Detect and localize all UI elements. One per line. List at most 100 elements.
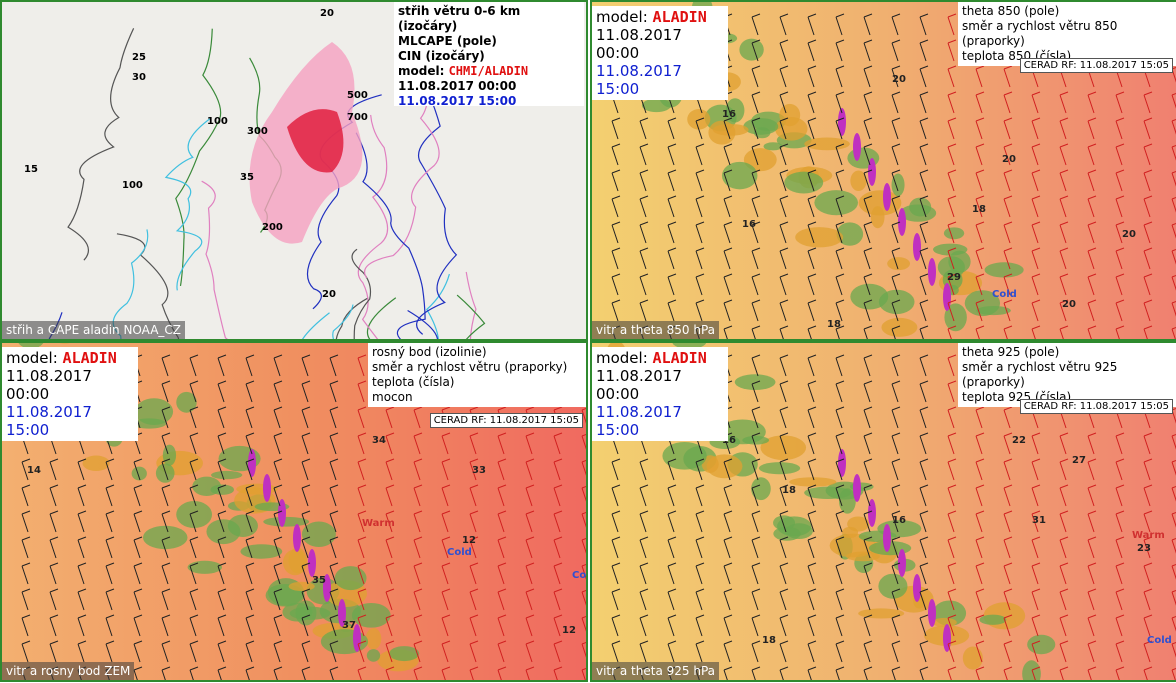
model-line: model: ALADIN bbox=[596, 8, 724, 26]
wind-barb bbox=[919, 536, 929, 559]
wind-barb bbox=[385, 510, 395, 533]
wind-barb bbox=[105, 458, 115, 481]
wind-barb bbox=[947, 299, 957, 322]
wind-barb bbox=[1087, 484, 1097, 507]
wind-barb bbox=[189, 458, 199, 481]
contour bbox=[357, 114, 389, 339]
wind-barb bbox=[835, 458, 845, 481]
wind-barb bbox=[385, 432, 395, 455]
wind-barb bbox=[863, 588, 873, 611]
wind-barb bbox=[357, 666, 367, 680]
wind-barb bbox=[217, 354, 227, 377]
wind-barb bbox=[639, 588, 649, 611]
precip bbox=[814, 190, 859, 216]
map-label: 20 bbox=[320, 8, 334, 19]
wind-barb bbox=[1031, 195, 1041, 218]
wind-barb bbox=[1143, 614, 1153, 637]
wind-barb bbox=[807, 458, 817, 481]
wind-barb bbox=[723, 484, 733, 507]
wind-barb bbox=[919, 406, 929, 429]
wind-barb bbox=[947, 169, 957, 192]
wind-barb bbox=[413, 484, 423, 507]
wind-barb bbox=[217, 432, 227, 455]
precip bbox=[187, 560, 223, 574]
map-label: 20 bbox=[322, 289, 336, 300]
map-label: 14 bbox=[27, 465, 41, 476]
panel-caption: vitr a rosny bod ZEM bbox=[2, 662, 135, 680]
wind-barb bbox=[919, 432, 929, 455]
wind-barb bbox=[835, 91, 845, 114]
wind-barb bbox=[469, 484, 479, 507]
wind-barb bbox=[975, 325, 985, 339]
run-time: 11.08.2017 00:00 bbox=[6, 367, 92, 403]
wind-barb bbox=[835, 13, 845, 36]
wind-barb bbox=[413, 406, 423, 429]
wind-barb bbox=[217, 666, 227, 680]
wind-barb bbox=[1003, 614, 1013, 637]
wind-barb bbox=[1087, 221, 1097, 244]
wind-barb bbox=[245, 458, 255, 481]
map-label: 35 bbox=[312, 575, 326, 586]
wind-barb bbox=[919, 91, 929, 114]
precip bbox=[351, 602, 391, 628]
precip bbox=[301, 521, 336, 548]
wind-barb bbox=[1031, 458, 1041, 481]
wind-barb bbox=[1059, 458, 1069, 481]
wind-barb bbox=[49, 588, 59, 611]
wind-barb bbox=[21, 562, 31, 585]
wind-barb bbox=[779, 484, 789, 507]
wind-barb bbox=[1087, 143, 1097, 166]
wind-barb bbox=[581, 537, 586, 554]
wind-barb bbox=[49, 484, 59, 507]
wind-barb bbox=[301, 588, 311, 611]
wind-barb bbox=[835, 406, 845, 429]
wind-barb bbox=[189, 588, 199, 611]
wind-barb bbox=[1115, 614, 1125, 637]
wind-barb bbox=[273, 432, 283, 455]
wind-barb bbox=[301, 484, 311, 507]
precip bbox=[334, 566, 367, 591]
wind-barb bbox=[835, 221, 845, 244]
model-label: model: bbox=[596, 349, 648, 367]
wind-barb bbox=[863, 614, 873, 637]
wind-barb bbox=[413, 640, 423, 663]
panel-caption: vitr a theta 850 hPa bbox=[592, 321, 719, 339]
wind-barb bbox=[133, 614, 143, 637]
wind-barb bbox=[21, 484, 31, 507]
wind-barb bbox=[1087, 640, 1097, 663]
wind-barb bbox=[385, 588, 395, 611]
wind-barb bbox=[863, 65, 873, 88]
wind-barb bbox=[667, 143, 677, 166]
wind-barb bbox=[1003, 666, 1013, 680]
wind-barb bbox=[779, 65, 789, 88]
wind-barb bbox=[919, 299, 929, 322]
wind-barb bbox=[77, 458, 87, 481]
heavy-precip bbox=[323, 574, 331, 602]
wind-barb bbox=[1031, 273, 1041, 296]
wind-barb bbox=[133, 666, 143, 680]
map-label: 16 bbox=[892, 515, 906, 526]
wind-barb bbox=[301, 666, 311, 680]
wind-barb bbox=[329, 640, 339, 663]
wind-barb bbox=[667, 484, 677, 507]
wind-barb bbox=[245, 536, 255, 559]
wind-barb bbox=[413, 458, 423, 481]
wind-barb bbox=[1031, 325, 1041, 339]
panel-caption: střih a CAPE aladin NOAA_CZ bbox=[2, 321, 186, 339]
wind-barb bbox=[751, 143, 761, 166]
wind-barb bbox=[891, 221, 901, 244]
wind-barb bbox=[21, 588, 31, 611]
legend-box: theta 925 (pole) směr a rychlost větru 92… bbox=[958, 343, 1176, 407]
wind-barb bbox=[807, 91, 817, 114]
wind-barb bbox=[891, 562, 901, 585]
precip bbox=[870, 206, 885, 229]
wind-barb bbox=[1143, 299, 1153, 322]
wind-barb bbox=[751, 65, 761, 88]
wind-barb bbox=[1031, 666, 1041, 680]
wind-barb bbox=[751, 458, 761, 481]
map-label: 29 bbox=[947, 272, 961, 283]
wind-barb bbox=[723, 221, 733, 244]
wind-barb bbox=[695, 588, 705, 611]
wind-barb bbox=[723, 169, 733, 192]
